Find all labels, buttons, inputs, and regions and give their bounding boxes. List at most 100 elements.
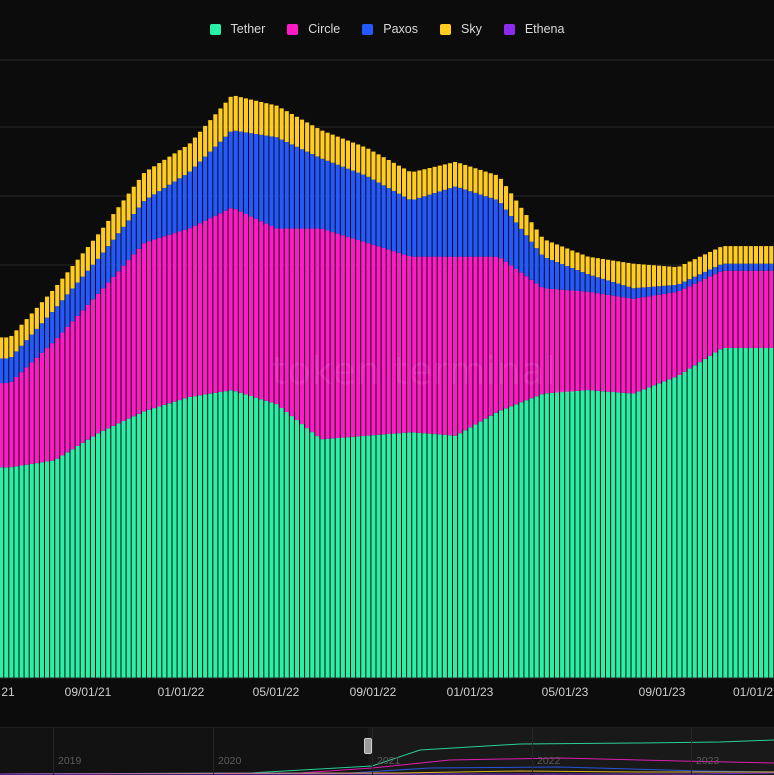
bar-segment-tether[interactable] <box>162 404 167 678</box>
bar-segment-paxos[interactable] <box>80 276 85 311</box>
bar-segment-paxos[interactable] <box>626 286 631 299</box>
bar-segment-tether[interactable] <box>728 347 733 678</box>
bar-segment-tether[interactable] <box>549 392 554 678</box>
bar-segment-tether[interactable] <box>75 446 80 678</box>
bar-segment-tether[interactable] <box>565 391 570 678</box>
bar-segment-paxos[interactable] <box>294 146 299 229</box>
bar-segment-tether[interactable] <box>453 435 458 678</box>
bar-segment-sky[interactable] <box>417 170 422 198</box>
bar-segment-tether[interactable] <box>498 410 503 678</box>
bar-segment-paxos[interactable] <box>126 220 131 261</box>
bar-segment-sky[interactable] <box>249 99 254 134</box>
bar-segment-paxos[interactable] <box>447 188 452 257</box>
bar-segment-sky[interactable] <box>611 260 616 282</box>
legend-item-circle[interactable]: Circle <box>287 22 340 36</box>
bar-segment-paxos[interactable] <box>106 246 111 283</box>
bar-segment-sky[interactable] <box>381 157 386 186</box>
bar-segment-paxos[interactable] <box>646 287 651 297</box>
bar-segment-circle[interactable] <box>570 290 575 392</box>
bar-segment-tether[interactable] <box>376 434 381 678</box>
bar-segment-sky[interactable] <box>340 138 345 167</box>
bar-segment-paxos[interactable] <box>284 141 289 229</box>
bar-segment-circle[interactable] <box>519 272 524 403</box>
bar-segment-circle[interactable] <box>330 232 335 439</box>
bar-segment-paxos[interactable] <box>560 264 565 290</box>
bar-segment-circle[interactable] <box>478 256 483 422</box>
bar-segment-tether[interactable] <box>662 381 667 678</box>
bar-segment-circle[interactable] <box>50 343 55 461</box>
bar-segment-circle[interactable] <box>345 236 350 438</box>
bar-segment-sky[interactable] <box>738 246 743 264</box>
bar-segment-tether[interactable] <box>310 432 315 678</box>
bar-segment-sky[interactable] <box>70 266 75 289</box>
bar-segment-paxos[interactable] <box>228 131 233 209</box>
bar-segment-paxos[interactable] <box>769 263 774 271</box>
bar-segment-paxos[interactable] <box>468 191 473 257</box>
bar-segment-tether[interactable] <box>335 437 340 678</box>
bar-segment-circle[interactable] <box>463 256 468 431</box>
bar-segment-sky[interactable] <box>600 258 605 279</box>
bar-segment-tether[interactable] <box>228 390 233 678</box>
bar-segment-circle[interactable] <box>294 228 299 421</box>
bar-segment-tether[interactable] <box>651 385 656 678</box>
bar-segment-circle[interactable] <box>269 226 274 403</box>
bar-segment-circle[interactable] <box>182 229 187 399</box>
bar-segment-paxos[interactable] <box>45 317 50 349</box>
bar-segment-circle[interactable] <box>626 298 631 394</box>
legend-item-ethena[interactable]: Ethena <box>503 22 564 36</box>
bar-segment-paxos[interactable] <box>488 197 493 257</box>
bar-segment-tether[interactable] <box>519 402 524 678</box>
bar-segment-paxos[interactable] <box>483 196 488 257</box>
bar-segment-circle[interactable] <box>621 297 626 393</box>
bar-segment-tether[interactable] <box>753 347 758 678</box>
bar-segment-tether[interactable] <box>600 391 605 678</box>
bar-segment-sky[interactable] <box>682 263 687 282</box>
bar-segment-tether[interactable] <box>0 467 4 678</box>
bar-segment-paxos[interactable] <box>585 274 590 292</box>
range-navigator[interactable]: 2019 2020 2021 2022 2023 <box>0 727 774 775</box>
bar-segment-sky[interactable] <box>29 313 34 335</box>
legend-item-tether[interactable]: Tether <box>209 22 265 36</box>
bar-segment-paxos[interactable] <box>340 166 345 236</box>
bar-segment-tether[interactable] <box>96 433 101 678</box>
bar-segment-paxos[interactable] <box>131 213 136 255</box>
bar-segment-sky[interactable] <box>743 246 748 264</box>
bar-segment-paxos[interactable] <box>9 357 14 382</box>
bar-segment-sky[interactable] <box>152 166 157 195</box>
bar-segment-sky[interactable] <box>646 264 651 288</box>
bar-segment-tether[interactable] <box>60 455 65 679</box>
bar-segment-sky[interactable] <box>80 253 85 277</box>
bar-segment-tether[interactable] <box>152 408 157 678</box>
bar-segment-circle[interactable] <box>504 261 509 409</box>
bar-segment-circle[interactable] <box>417 256 422 433</box>
bar-segment-circle[interactable] <box>641 297 646 390</box>
bar-segment-sky[interactable] <box>96 234 101 259</box>
bar-segment-paxos[interactable] <box>0 358 4 384</box>
bar-segment-paxos[interactable] <box>141 201 146 244</box>
bar-segment-tether[interactable] <box>468 427 473 678</box>
bar-segment-tether[interactable] <box>300 424 305 678</box>
bar-segment-tether[interactable] <box>90 436 95 678</box>
bar-segment-sky[interactable] <box>254 100 259 134</box>
bar-segment-sky[interactable] <box>351 142 356 171</box>
bar-segment-circle[interactable] <box>320 228 325 440</box>
bar-segment-sky[interactable] <box>437 165 442 192</box>
bar-segment-sky[interactable] <box>386 160 391 189</box>
bar-segment-sky[interactable] <box>575 252 580 271</box>
bar-segment-sky[interactable] <box>213 114 218 147</box>
bar-segment-tether[interactable] <box>126 418 131 678</box>
bar-segment-tether[interactable] <box>606 391 611 678</box>
bar-segment-paxos[interactable] <box>743 263 748 271</box>
bar-segment-paxos[interactable] <box>274 137 279 229</box>
bar-segment-sky[interactable] <box>259 101 264 135</box>
bar-segment-circle[interactable] <box>45 348 50 462</box>
bar-segment-paxos[interactable] <box>386 188 391 250</box>
bar-segment-circle[interactable] <box>764 270 769 348</box>
bar-segment-circle[interactable] <box>167 234 172 404</box>
bar-segment-paxos[interactable] <box>514 222 519 269</box>
bar-segment-circle[interactable] <box>723 270 728 348</box>
bar-segment-circle[interactable] <box>126 260 131 419</box>
bar-segment-tether[interactable] <box>687 368 692 678</box>
bar-segment-sky[interactable] <box>300 119 305 150</box>
bar-segment-sky[interactable] <box>651 265 656 287</box>
